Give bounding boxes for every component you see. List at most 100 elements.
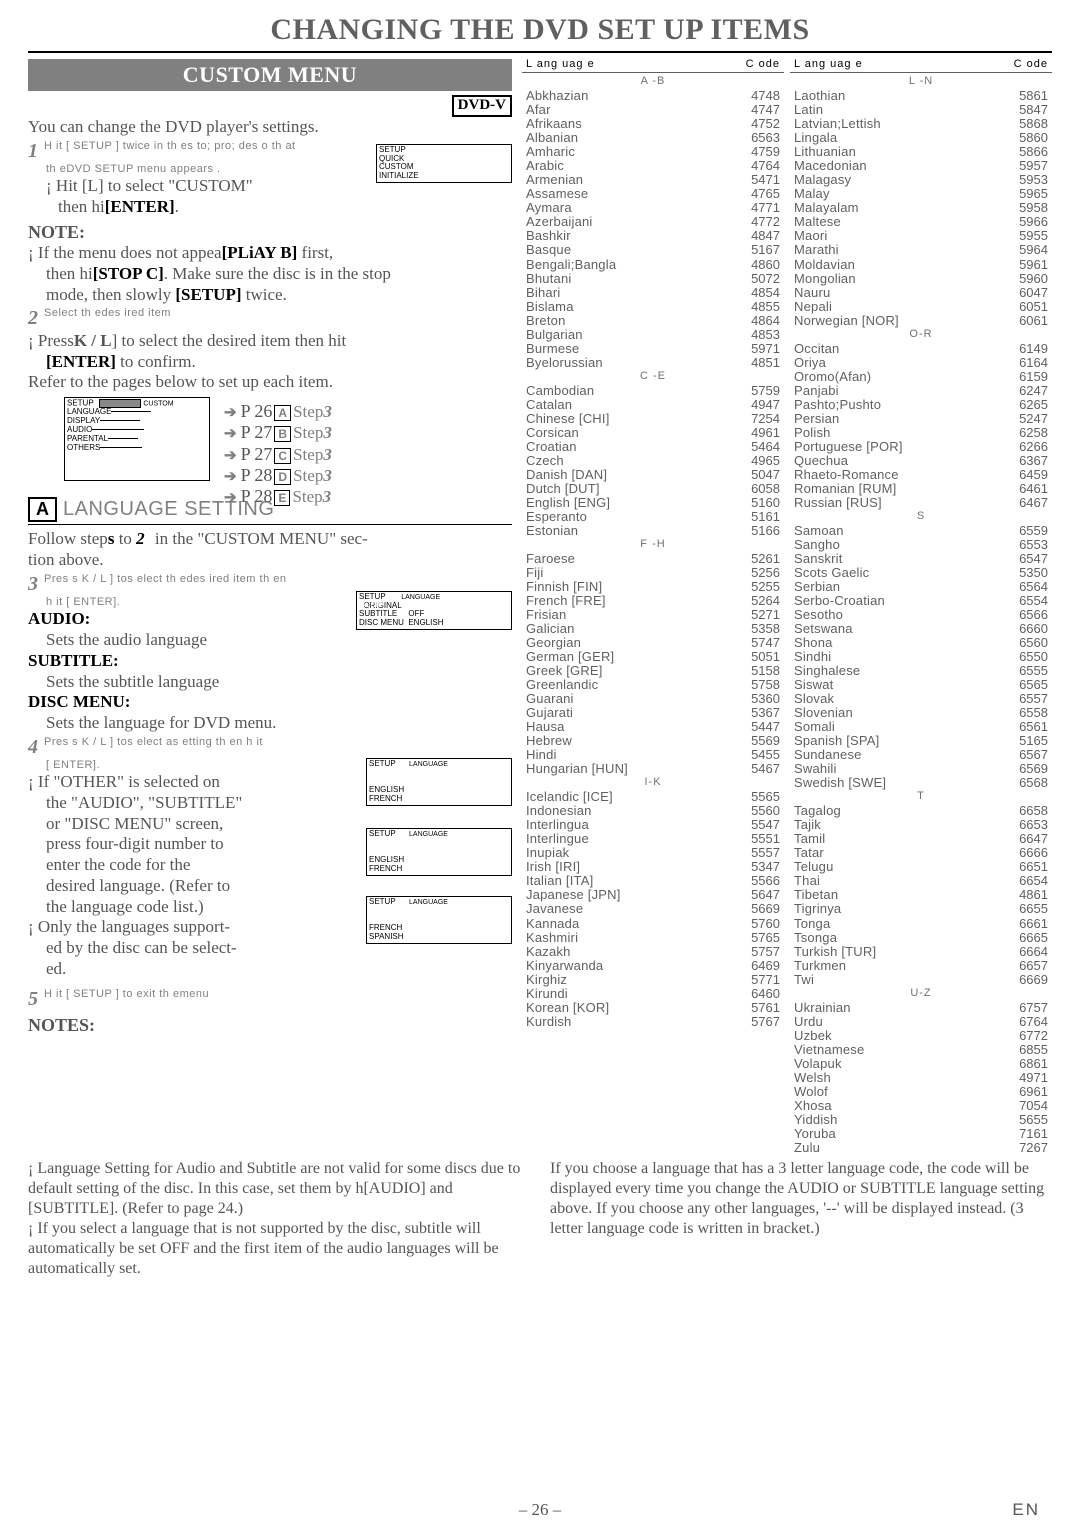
discmenu-heading: DISC MENU: [28, 692, 130, 711]
lang-code-row: Interlingue5551 [522, 832, 784, 846]
nav-ref-line: ➔P 27CStep3 [224, 444, 338, 465]
lang-code-row: Afar4747 [522, 103, 784, 117]
step-4-number: 4 [28, 736, 38, 760]
code-section-letter: I-K [522, 776, 784, 790]
lang-code-row: Spanish [SPA]5165 [790, 734, 1052, 748]
lang-code-row: Korean [KOR]5761 [522, 1001, 784, 1015]
lang-code-row: Bengali;Bangla4860 [522, 258, 784, 272]
lang-code-row: Maltese5966 [790, 215, 1052, 229]
audio-body: Sets the audio language [28, 630, 512, 651]
notes-bullet-1: ¡ Language Setting for Audio and Subtitl… [28, 1159, 530, 1219]
lang-code-row: Aymara4771 [522, 201, 784, 215]
lang-code-row: Dutch [DUT]6058 [522, 482, 784, 496]
code-header: L ang uag eC ode [522, 59, 784, 71]
ui4b-box: SETUP LANGUAGE SUBTITLE OFF ENGLISH FREN… [366, 828, 512, 876]
lang-code-row: Nauru6047 [790, 286, 1052, 300]
step-2-number: 2 [28, 307, 38, 331]
code-section-letter: O-R [790, 328, 1052, 342]
lang-code-row: German [GER]5051 [522, 650, 784, 664]
lang-code-row: Catalan4947 [522, 398, 784, 412]
lang-code-row: Siswat6565 [790, 678, 1052, 692]
lang-code-row: Macedonian5957 [790, 159, 1052, 173]
lang-code-row: Frisian5271 [522, 608, 784, 622]
lang-code-row: Indonesian5560 [522, 804, 784, 818]
lang-code-row: Vietnamese6855 [790, 1043, 1052, 1057]
ui4a-box: SETUP LANGUAGE AUDIO ORIGINAL ENGLISH FR… [366, 758, 512, 806]
notes-bullet-2: ¡ If you select a language that is not s… [28, 1219, 530, 1279]
lang-code-row: Mongolian5960 [790, 272, 1052, 286]
step-2-body: PressK / L] to select the desired item t… [38, 331, 346, 350]
lang-code-row: Slovenian6558 [790, 706, 1052, 720]
step-3-number: 3 [28, 573, 38, 597]
lang-code-row: Kazakh5757 [522, 945, 784, 959]
lang-code-row: Tajik6653 [790, 818, 1052, 832]
lang-code-row: Swedish [SWE]6568 [790, 776, 1052, 790]
note-line-1: If the menu does not appea[PLiAY B] firs… [38, 243, 333, 262]
code-section-letter: S [790, 510, 1052, 524]
lang-code-row: Tsonga6665 [790, 931, 1052, 945]
lang-code-row: Georgian5747 [522, 636, 784, 650]
lang-code-row: Thai6654 [790, 874, 1052, 888]
lang-code-row: Assamese4765 [522, 187, 784, 201]
lang-code-row: Cambodian5759 [522, 384, 784, 398]
lang-code-row: Serbian6564 [790, 580, 1052, 594]
code-section-letter: F -H [522, 538, 784, 552]
step-3-caption: Pres s K / L ] tos elect th edes ired it… [44, 573, 512, 586]
lang-code-row: Bislama4855 [522, 300, 784, 314]
lang-code-row: Albanian6563 [522, 131, 784, 145]
step-2-caption: Select th edes ired item [44, 307, 512, 320]
lang-code-row: Maori5955 [790, 229, 1052, 243]
notes-heading: NOTES: [28, 1015, 512, 1036]
nav-ui-box: SETUP CUSTOM LANGUAGE DISPLAY AUDIO PARE… [64, 397, 210, 481]
lang-code-row: Wolof6961 [790, 1085, 1052, 1099]
note-line-3: mode, then slowly [SETUP] twice. [28, 285, 512, 306]
lang-code-row: Somali6561 [790, 720, 1052, 734]
intro-text: You can change the DVD player's settings… [28, 117, 512, 138]
step4-l6: desired language. (Refer to [28, 876, 512, 897]
section-header-custom-menu: CUSTOM MENU [28, 59, 512, 91]
lang-code-row: Danish [DAN]5047 [522, 468, 784, 482]
lang-code-row: Kirundi6460 [522, 987, 784, 1001]
lang-code-row: Hausa5447 [522, 720, 784, 734]
lang-code-row: Abkhazian4748 [522, 89, 784, 103]
lang-code-row: Malayalam5958 [790, 201, 1052, 215]
ui1-init: INITIALIZE [379, 171, 419, 180]
lang-code-row: Irish [IRI]5347 [522, 860, 784, 874]
lang-code-row: Sundanese6567 [790, 748, 1052, 762]
lang-code-row: Greek [GRE]5158 [522, 664, 784, 678]
lang-code-row: Faroese5261 [522, 552, 784, 566]
lang-code-row: Romanian [RUM]6461 [790, 482, 1052, 496]
lang-code-row: Chinese [CHI]7254 [522, 412, 784, 426]
lang-code-row: Croatian5464 [522, 440, 784, 454]
lang-code-row: Afrikaans4752 [522, 117, 784, 131]
lang-code-row: Gujarati5367 [522, 706, 784, 720]
step-4-caption: Pres s K / L ] tos elect as etting th en… [44, 736, 512, 749]
lang-code-row: Setswana6660 [790, 622, 1052, 636]
lang-code-row: Urdu6764 [790, 1015, 1052, 1029]
lang-code-row: Armenian5471 [522, 173, 784, 187]
lang-code-row: Turkmen6657 [790, 959, 1052, 973]
lang-code-row: Tibetan4861 [790, 888, 1052, 902]
lang-code-row: Bihari4854 [522, 286, 784, 300]
lang-code-row: Kirghiz5771 [522, 973, 784, 987]
lang-code-row: Bhutani5072 [522, 272, 784, 286]
lang-badge: EN [1012, 1500, 1040, 1520]
lang-code-row: Hebrew5569 [522, 734, 784, 748]
lang-code-row: Fiji5256 [522, 566, 784, 580]
lang-code-row: Tagalog6658 [790, 804, 1052, 818]
lang-code-row: Japanese [JPN]5647 [522, 888, 784, 902]
audio-heading: AUDIO: [28, 609, 90, 628]
subtitle-body: Sets the subtitle language [28, 672, 512, 693]
step-2-body-3: Refer to the pages below to set up each … [28, 372, 512, 393]
nav-ref-line: ➔P 26AStep3 [224, 401, 338, 422]
lang-code-row: Twi6669 [790, 973, 1052, 987]
lang-code-row: English [ENG]5160 [522, 496, 784, 510]
lang-code-row: Moldavian5961 [790, 258, 1052, 272]
lang-code-row: Laothian5861 [790, 89, 1052, 103]
lang-code-row: Estonian5166 [522, 524, 784, 538]
code-section-letter: L -N [790, 75, 1052, 89]
code-section-letter: C -E [522, 370, 784, 384]
lang-code-row: Serbo-Croatian6554 [790, 594, 1052, 608]
lang-code-row: Persian5247 [790, 412, 1052, 426]
lang-code-row: Zulu7267 [790, 1141, 1052, 1155]
